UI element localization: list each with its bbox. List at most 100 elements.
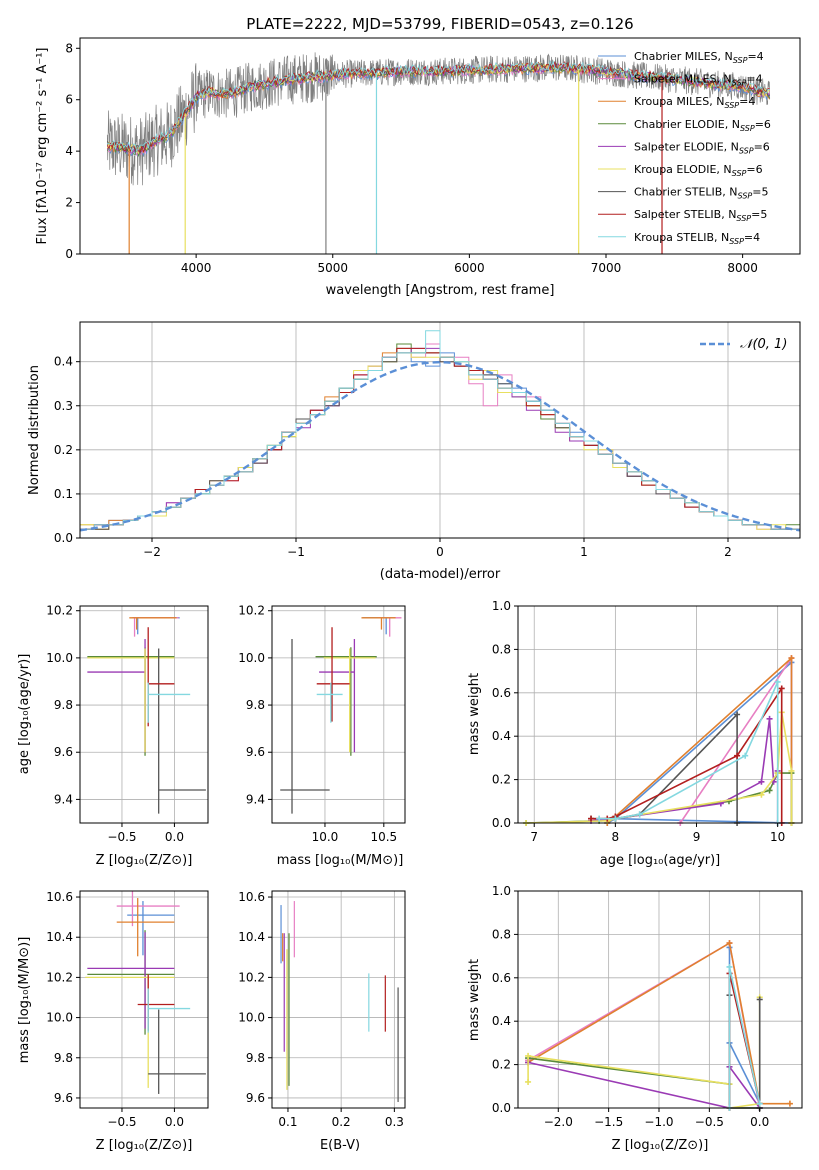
errorbar-layer — [87, 617, 206, 814]
y-tick-label: 10.0 — [46, 1011, 73, 1025]
y-tick-label: 6 — [65, 93, 73, 107]
spectrum-title: PLATE=2222, MJD=53799, FIBERID=0543, z=0… — [246, 15, 633, 33]
y-tick-label: 9.6 — [246, 1091, 265, 1105]
age-vs-Z-ylabel: age [log₁₀(age/yr)] — [17, 654, 32, 775]
y-tick-label: 0.2 — [492, 1058, 511, 1072]
weight-marker — [636, 811, 643, 818]
y-tick-label: 0.6 — [492, 971, 511, 985]
model-spectrum-line — [107, 59, 770, 153]
residual-ylabel: Normed distribution — [27, 365, 42, 495]
x-tick-label: 0 — [436, 545, 444, 559]
spectrum-panel: PLATE=2222, MJD=53799, FIBERID=0543, z=0… — [35, 15, 801, 298]
legend-label-text: Kroupa STELIB, N — [634, 231, 729, 244]
y-tick-label: 2 — [65, 196, 73, 210]
y-tick-label: 9.4 — [54, 792, 73, 806]
y-tick-label: 9.4 — [246, 792, 265, 806]
y-tick-label: 10.0 — [238, 1011, 265, 1025]
spectrum-lines — [106, 52, 771, 254]
legend-label-sub: SSP — [736, 214, 751, 223]
weight-vs-age-panel: 7 8 9 10 0.0 0.2 0.4 0.6 0.8 1.0 age [log₁₀(age/y… — [467, 599, 803, 868]
x-tick-label: 7000 — [591, 261, 622, 275]
legend-label: Kroupa MILES, NSSP=4 — [634, 95, 755, 110]
legend-label: Chabrier MILES, NSSP=4 — [634, 50, 764, 65]
y-tick-label: 10.4 — [238, 930, 265, 944]
y-tick-label: 1.0 — [492, 884, 511, 898]
mass-vs-Z-plot-area — [80, 891, 208, 1108]
y-tick-label: 0.8 — [492, 642, 511, 656]
y-tick-label: 9.8 — [54, 1051, 73, 1065]
y-tick-label: 10.2 — [238, 970, 265, 984]
y-tick-label: 10.2 — [46, 604, 73, 618]
age-vs-Z-xlabel: Z [log₁₀(Z/Z⊙)] — [96, 853, 193, 868]
weight-line-layer — [523, 655, 795, 826]
age-vs-Z-plot-area — [80, 606, 208, 823]
weight-vs-Z-panel: −2.0 −1.5 −1.0 −0.5 0.0 0.0 0.2 0.4 0.6 0.8 1.0 Z … — [467, 884, 803, 1153]
weight-marker — [525, 1052, 532, 1059]
weight-marker — [766, 787, 773, 794]
y-tick-label: 0.2 — [492, 773, 511, 787]
residual-ticks: −2 −1 0 1 2 0.0 0.1 0.2 0.3 0.4 — [54, 355, 732, 559]
mass-vs-Z-ylabel: mass [log₁₀(M/M⊙)] — [17, 937, 32, 1064]
legend-label: Kroupa ELODIE, NSSP=6 — [634, 163, 763, 178]
legend-label-text: Chabrier MILES, N — [634, 50, 733, 63]
y-tick-label: 10.0 — [238, 651, 265, 665]
y-tick-label: 1.0 — [492, 599, 511, 613]
y-tick-label: 4 — [65, 144, 73, 158]
x-tick-label: 2 — [724, 545, 732, 559]
y-tick-label: 9.8 — [54, 698, 73, 712]
normal-curve — [80, 360, 800, 532]
weight-marker — [726, 963, 733, 970]
x-tick-label: 10 — [770, 830, 785, 844]
weight-marker — [742, 752, 749, 759]
x-tick-label: 0.3 — [385, 1115, 404, 1129]
age-vs-mass-frame — [271, 605, 406, 824]
x-tick-label: −1 — [287, 545, 305, 559]
histogram-series — [80, 330, 800, 538]
y-tick-label: 0.4 — [492, 1014, 511, 1028]
weight-vs-Z-plot-area — [518, 890, 802, 1111]
legend-label-suffix: =5 — [751, 208, 767, 221]
x-tick-label: −0.5 — [695, 1115, 724, 1129]
legend-label: Chabrier STELIB, NSSP=5 — [634, 186, 768, 201]
y-tick-label: 10.4 — [46, 930, 73, 944]
weight-marker — [612, 815, 619, 822]
legend-label-text: Kroupa ELODIE, N — [634, 163, 732, 176]
age-vs-mass-plot-area — [272, 606, 405, 823]
y-tick-label: 10.2 — [238, 604, 265, 618]
y-tick-label: 0.2 — [54, 443, 73, 457]
weight-marker — [778, 685, 785, 692]
mass-vs-Z-ticks: −0.5 0.0 9.6 9.8 10.0 10.2 10.4 10.6 — [46, 890, 184, 1129]
weight-marker — [758, 778, 765, 785]
x-tick-label: 7 — [530, 830, 538, 844]
weight-marker — [588, 815, 595, 822]
y-tick-label: 9.6 — [54, 1091, 73, 1105]
errorbar-layer — [280, 901, 399, 1102]
weight-marker — [786, 1100, 793, 1107]
residual-legend: 𝒩(0, 1) — [700, 337, 787, 352]
residual-xlabel: (data-model)/error — [380, 567, 501, 582]
legend-label-text: Salpeter MILES, N — [634, 73, 732, 86]
y-tick-label: 10.2 — [46, 970, 73, 984]
mass-vs-Z-frame — [79, 890, 209, 1109]
weight-marker — [734, 752, 741, 759]
legend-label-sub: SSP — [740, 124, 755, 133]
age-vs-Z-panel: −0.5 0.0 9.4 9.6 9.8 10.0 10.2 Z [log₁₀(Z/Z⊙)]… — [17, 604, 209, 868]
weight-marker — [788, 767, 795, 774]
weight-vs-age-frame — [517, 605, 803, 824]
x-tick-label: −2 — [143, 545, 161, 559]
y-tick-label: 10.6 — [238, 890, 265, 904]
errorbar-layer — [280, 617, 402, 814]
x-tick-label: 0.0 — [750, 1115, 769, 1129]
y-tick-label: 0.1 — [54, 487, 73, 501]
mass-vs-ebv-xlabel: E(B-V) — [320, 1138, 360, 1153]
model-spectrum-line — [107, 62, 770, 154]
mass-vs-ebv-panel: 0.1 0.2 0.3 9.6 9.8 10.0 10.2 10.4 10.6 E(B-V) — [238, 890, 406, 1153]
spectrum-ticks: 4000 5000 6000 7000 8000 0 2 4 6 8 — [65, 41, 758, 275]
legend-label-suffix: =6 — [746, 163, 762, 176]
y-tick-label: 0.0 — [492, 1101, 511, 1115]
age-vs-mass-panel: 10.0 10.5 9.4 9.6 9.8 10.0 10.2 mass [log₁₀(M/… — [238, 604, 406, 868]
weight-marker — [726, 940, 733, 947]
legend-label-suffix: =4 — [739, 95, 755, 108]
y-tick-label: 0.3 — [54, 399, 73, 413]
